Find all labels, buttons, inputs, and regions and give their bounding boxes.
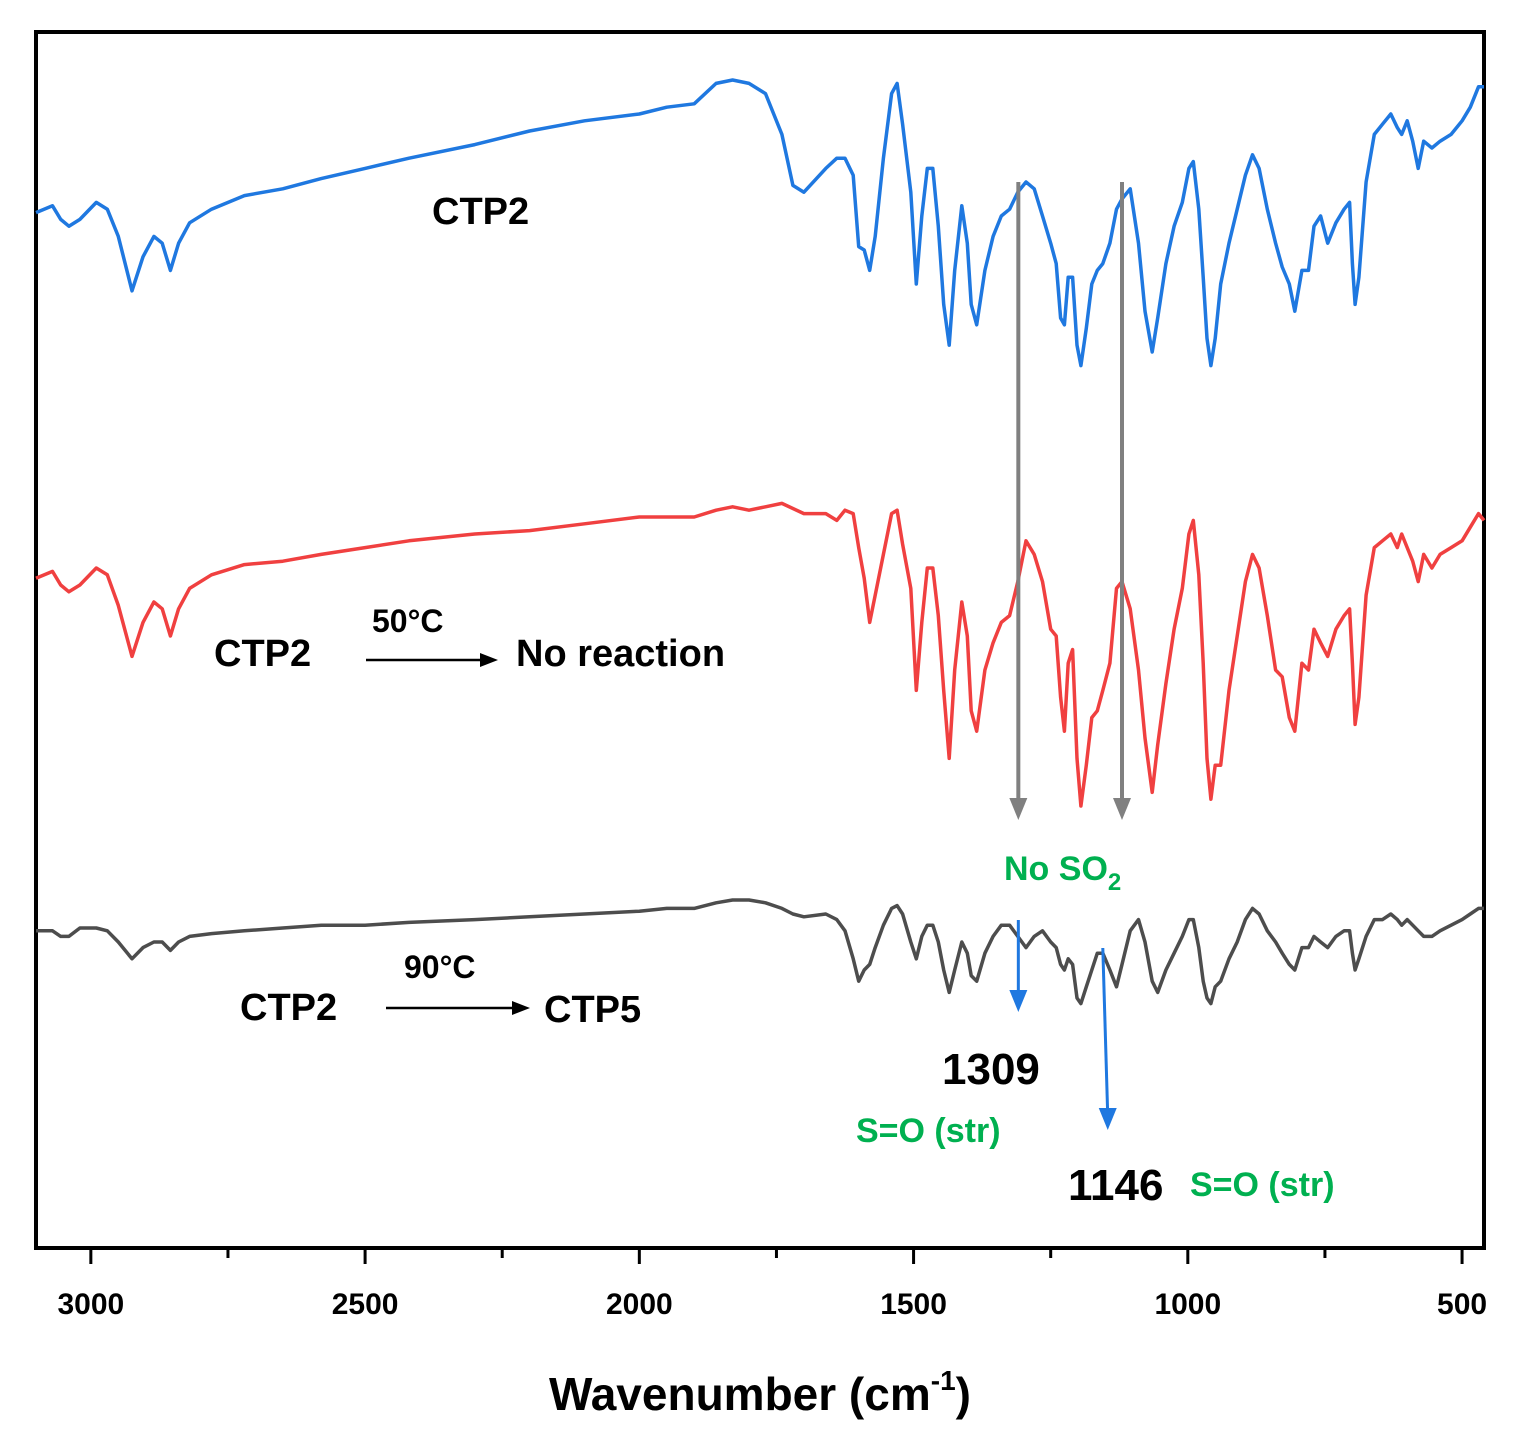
x-axis-title: Wavenumber (cm-1) (549, 1365, 971, 1420)
reaction2-result-label: CTP5 (544, 989, 641, 1031)
reaction2-condition-label: 90°C (404, 949, 476, 985)
series-line-2 (36, 898, 1484, 1006)
series-line-0 (35, 78, 1484, 368)
peak-1309-value: 1309 (942, 1045, 1040, 1094)
gray-arrow-1309 (1009, 182, 1028, 820)
reaction1-condition-label: 50°C (372, 603, 444, 639)
reaction1-arrow (366, 653, 498, 667)
reaction2-arrow (386, 1001, 530, 1015)
reaction1-from-label: CTP2 (214, 633, 311, 675)
peak-1146-value: 1146 (1068, 1161, 1163, 1210)
arrow-group (1009, 182, 1131, 1130)
gray-arrow-1120 (1113, 182, 1131, 820)
reaction1-result-label: No reaction (516, 633, 725, 675)
peak-1309-assignment: S=O (str) (856, 1112, 1001, 1150)
ctp2-top-label: CTP2 (432, 191, 529, 233)
x-tick-label-1000: 1000 (1154, 1288, 1221, 1321)
peak-1146-assignment: S=O (str) (1190, 1166, 1335, 1204)
no-so2-label: No SO2 (1004, 850, 1121, 896)
x-tick-label-3000: 3000 (57, 1288, 124, 1321)
x-tick-label-1500: 1500 (880, 1288, 947, 1321)
blue-arrow-1146 (1098, 947, 1117, 1130)
x-tick-label-500: 500 (1437, 1288, 1487, 1321)
reaction2-from-label: CTP2 (240, 987, 337, 1029)
plot-frame (34, 30, 1486, 1250)
x-axis-ticks: 3000 2500 2000 1500 1000 500 (57, 1248, 1487, 1321)
x-tick-label-2500: 2500 (332, 1288, 399, 1321)
x-tick-label-2000: 2000 (606, 1288, 673, 1321)
series-group (35, 78, 1486, 1006)
blue-arrow-1309 (1009, 920, 1028, 1012)
series-line-1 (35, 501, 1486, 808)
